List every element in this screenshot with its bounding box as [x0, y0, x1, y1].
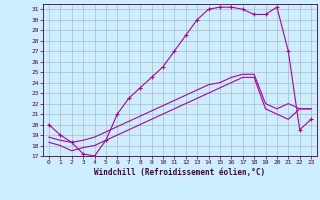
X-axis label: Windchill (Refroidissement éolien,°C): Windchill (Refroidissement éolien,°C)	[94, 168, 266, 177]
